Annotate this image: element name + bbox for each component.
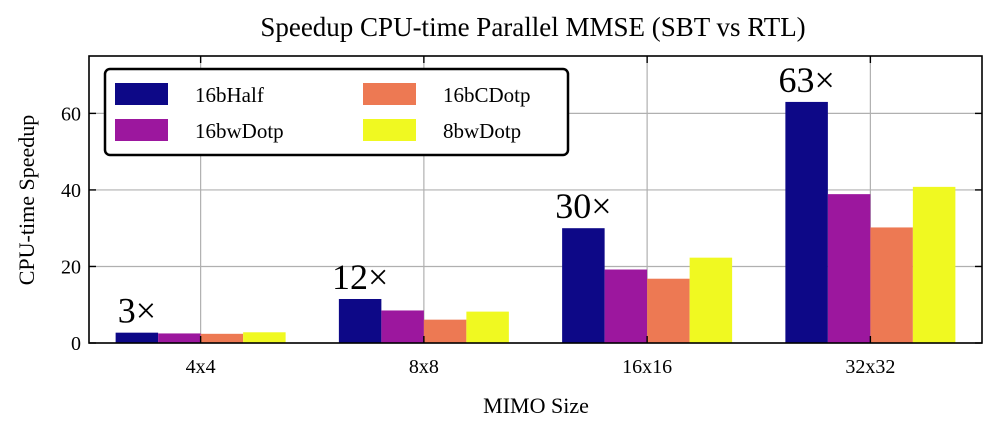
bar-16bwDotp-32x32 bbox=[827, 194, 871, 343]
bar-annotation: 63× bbox=[778, 60, 834, 100]
y-tick-label: 20 bbox=[61, 256, 81, 278]
legend: 16bHalf 16bwDotp 16bCDotp 8bwDotp bbox=[103, 67, 570, 157]
bar-annotations: 3× 12× 30× 63× bbox=[118, 60, 835, 331]
y-tick-label: 0 bbox=[71, 333, 81, 355]
axis-ticks: 0 20 40 60 4x4 8x8 16x16 32x32 bbox=[61, 56, 982, 378]
bar-16bHalf-32x32 bbox=[785, 101, 828, 343]
y-tick-label: 60 bbox=[61, 103, 81, 125]
bar-8bwDotp-4x4 bbox=[243, 332, 286, 343]
x-axis-label: MIMO Size bbox=[483, 393, 589, 418]
bar-16bCDotp-32x32 bbox=[870, 227, 913, 343]
bar-16bHalf-8x8 bbox=[338, 298, 382, 343]
x-tick-label: 8x8 bbox=[409, 356, 439, 378]
bar-16bHalf-4x4 bbox=[115, 332, 159, 343]
bar-16bwDotp-4x4 bbox=[158, 333, 201, 343]
bar-16bwDotp-8x8 bbox=[381, 310, 424, 343]
bar-16bCDotp-16x16 bbox=[647, 278, 690, 343]
x-tick-label: 16x16 bbox=[622, 356, 672, 378]
legend-label-16bCDotp: 16bCDotp bbox=[443, 83, 531, 107]
x-tick-label: 32x32 bbox=[845, 356, 895, 378]
legend-label-16bHalf: 16bHalf bbox=[195, 83, 264, 107]
y-axis-label: CPU-time Speedup bbox=[14, 115, 39, 286]
legend-label-8bwDotp: 8bwDotp bbox=[443, 119, 521, 143]
legend-swatch-16bCDotp bbox=[363, 83, 416, 105]
legend-swatch-8bwDotp bbox=[363, 119, 416, 141]
legend-label-16bwDotp: 16bwDotp bbox=[195, 119, 284, 143]
bar-annotation: 30× bbox=[555, 186, 611, 226]
bar-16bCDotp-8x8 bbox=[423, 319, 467, 343]
bar-8bwDotp-16x16 bbox=[689, 257, 733, 343]
legend-swatch-16bwDotp bbox=[115, 119, 168, 141]
bars bbox=[115, 101, 956, 343]
bar-8bwDotp-8x8 bbox=[466, 311, 509, 343]
bar-8bwDotp-32x32 bbox=[912, 186, 956, 343]
plot-frame bbox=[88, 55, 983, 344]
chart-title: Speedup CPU-time Parallel MMSE (SBT vs R… bbox=[260, 12, 805, 42]
bar-16bHalf-16x16 bbox=[562, 228, 605, 343]
legend-swatch-16bHalf bbox=[115, 83, 168, 105]
bar-16bwDotp-16x16 bbox=[604, 269, 648, 343]
bar-annotation: 12× bbox=[332, 257, 388, 297]
legend-box bbox=[103, 67, 570, 157]
y-tick-label: 40 bbox=[61, 180, 81, 202]
x-tick-label: 4x4 bbox=[186, 356, 216, 378]
bar-16bCDotp-4x4 bbox=[200, 333, 244, 343]
bar-annotation: 3× bbox=[118, 291, 156, 331]
